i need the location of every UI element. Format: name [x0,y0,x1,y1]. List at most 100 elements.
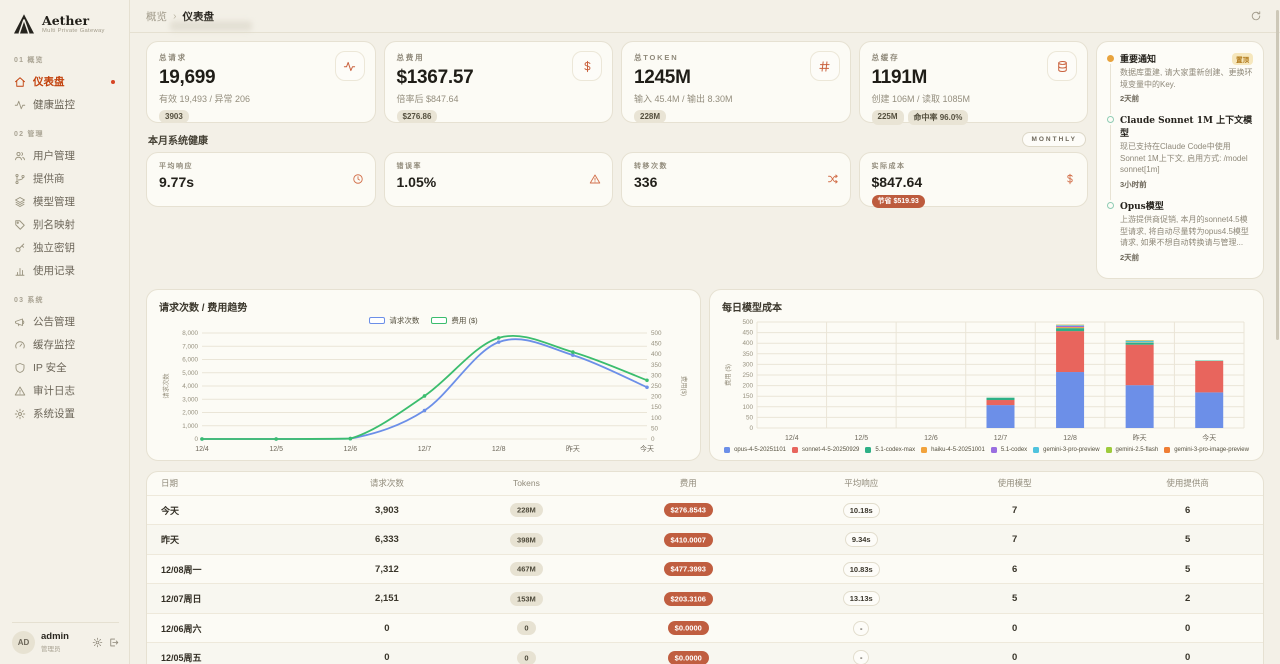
svg-text:450: 450 [651,340,662,347]
column-header[interactable]: 使用提供商 [1166,478,1209,489]
svg-text:12/4: 12/4 [785,435,799,442]
stat-icon-box [1047,51,1077,81]
svg-text:400: 400 [742,340,753,347]
svg-text:12/7: 12/7 [418,446,432,453]
notification-time: 2天前 [1120,94,1140,104]
legend-item[interactable]: sonnet-4-5-20250929 [792,446,859,453]
sidebar-item-usage-records[interactable]: 使用记录 [12,259,119,282]
settings-gear-icon[interactable] [92,637,103,648]
stat-card-total-cost: 总费用 $1367.57 倍率后 $847.64 $276.86 [383,41,613,123]
stat-value: 1245M [634,67,691,88]
cell-models: 0 [1012,652,1018,663]
notification-item[interactable]: Opus模型 上游提供商促销, 本月的sonnet4.5模型请求, 将自动尽量转为… [1107,199,1253,272]
sidebar-item-label: 独立密钥 [33,242,75,254]
sidebar-item-announcement-management[interactable]: 公告管理 [12,310,119,333]
pinned-badge: 置顶 [1232,52,1253,65]
stat-card-total-token: 总TOKEN 1245M 输入 45.4M / 输出 8.30M 228M [621,41,851,123]
svg-text:200: 200 [742,382,753,389]
avg-response-badge: 10.83s [842,561,880,577]
column-header[interactable]: 请求次数 [369,478,404,489]
table-row[interactable]: 12/06周六 0 0 $0.0000 - 0 0 [147,612,1263,643]
column-header[interactable]: 日期 [161,478,179,489]
svg-text:1,000: 1,000 [182,423,198,430]
table-row[interactable]: 今天 3,903 228M $276.8543 10.18s 7 6 [147,494,1263,525]
legend-item[interactable]: 5.1-codex [990,446,1027,453]
legend-item[interactable]: 请求次数 [369,315,419,326]
svg-text:500: 500 [742,319,753,326]
table-row[interactable]: 昨天 6,333 398M $410.0007 9.34s 7 5 [147,524,1263,554]
column-header[interactable]: Tokens [512,478,540,489]
health-row: 平均响应 9.77s 错误率 1.05% 转移次数 336 实际成本 $847.64 节省 $5… [146,152,1088,208]
scrollbar[interactable] [1276,10,1279,340]
stat-card-total-requests: 总请求 19,699 有效 19,493 / 异常 206 3903 [146,41,376,123]
cell-models: 7 [1012,534,1018,545]
sidebar-item-user-management[interactable]: 用户管理 [12,144,119,167]
clock-icon [352,173,364,185]
sidebar-item-health-monitor[interactable]: 健康监控 [12,93,119,116]
health-value: $847.64 [871,174,923,190]
legend-item[interactable]: gemini-2.5-flash [1105,446,1158,453]
sidebar-item-cache-monitor[interactable]: 缓存监控 [12,333,119,356]
legend-label: gemini-3-pro-preview [1043,446,1100,453]
logout-icon[interactable] [108,637,119,648]
notification-text: 上游提供商促销, 本月的sonnet4.5模型请求, 将自动尽量转为opus4.… [1120,214,1249,248]
table-row[interactable]: 12/08周一 7,312 467M $477.3993 10.83s 6 5 [147,553,1263,584]
sidebar-item-model-management[interactable]: 模型管理 [12,190,119,213]
sidebar-item-alias-mapping[interactable]: 别名映射 [12,213,119,236]
breadcrumb-overview[interactable]: 概览 [146,10,167,23]
legend-item[interactable]: gemini-3-pro-image-preview [1164,446,1249,453]
column-header[interactable]: 平均响应 [844,478,879,489]
table-row[interactable]: 12/07周日 2,151 153M $203.3106 13.13s 5 2 [147,583,1263,613]
notification-item[interactable]: 重要通知 置顶 数据库重建, 请大家重新创建、更换环境变量中的Key. 2天前 [1107,52,1253,115]
health-section-title: 本月系统健康 [148,136,208,147]
svg-text:4,000: 4,000 [182,383,198,390]
sidebar-item-providers[interactable]: 提供商 [12,167,119,190]
alert-triangle-icon [14,385,26,397]
notification-time: 3小时前 [1120,179,1147,189]
svg-text:100: 100 [742,404,753,411]
table-row[interactable]: 12/05周五 0 0 $0.0000 - 0 0 [147,642,1263,664]
sidebar-item-label: 审计日志 [33,385,75,397]
user-menu[interactable]: AD admin 管理员 [12,622,119,654]
column-header[interactable]: 费用 [679,478,697,489]
svg-text:150: 150 [651,404,662,411]
cell-providers: 0 [1184,622,1191,634]
model-cost-chart-card: 每日模型成本 0 50 100 150 200 250 300 350 400 450 500 12/… [709,288,1264,461]
legend-item[interactable]: 5.1-codex-max [865,446,915,453]
svg-text:3,000: 3,000 [182,396,198,403]
cell-date: 昨天 [161,535,180,545]
legend-item[interactable]: opus-4-5-20251101 [724,446,786,453]
sidebar-item-label: 模型管理 [33,196,75,208]
sidebar-item-system-settings[interactable]: 系统设置 [12,402,119,425]
savings-badge: 节省 $519.93 [871,194,925,208]
health-value: 1.05% [396,174,437,190]
sidebar-item-dashboard[interactable]: 仪表盘 [12,70,119,93]
avg-response-badge: - [852,620,870,636]
stat-badge: 命中率 96.0% [907,110,969,125]
app-logo[interactable]: Aether Multi Private Gateway [12,10,119,42]
sidebar-item-independent-keys[interactable]: 独立密钥 [12,236,119,259]
legend-item[interactable]: gemini-3-pro-preview [1033,446,1100,453]
health-card-avg-response: 平均响应 9.77s [146,152,376,207]
svg-text:12/5: 12/5 [269,446,283,453]
database-icon [1056,60,1069,73]
legend-item[interactable]: haiku-4-5-20251001 [921,446,985,453]
legend-swatch [990,446,997,453]
sidebar-item-ip-security[interactable]: IP 安全 [12,356,119,379]
cost-badge: $0.0000 [667,621,709,635]
refresh-icon[interactable] [1250,10,1262,22]
stat-value: $1367.57 [396,67,474,88]
stat-subtext: 有效 19,493 / 异常 206 [159,94,251,104]
cell-providers: 6 [1184,504,1191,516]
trend-chart-title: 请求次数 / 费用趋势 [159,302,248,314]
alert-triangle-icon [589,173,601,185]
legend-swatch [1164,446,1171,453]
legend-item[interactable]: 费用 ($) [431,315,478,326]
legend-label: 费用 ($) [451,315,478,325]
cell-requests: 2,151 [375,593,399,604]
notification-item[interactable]: Claude Sonnet 1M 上下文模型 现已支持在Claude Code中使… [1107,113,1253,200]
svg-text:500: 500 [651,330,662,337]
sidebar-item-label: 系统设置 [33,408,75,420]
column-header[interactable]: 使用模型 [997,478,1032,489]
sidebar-item-audit-logs[interactable]: 审计日志 [12,379,119,402]
